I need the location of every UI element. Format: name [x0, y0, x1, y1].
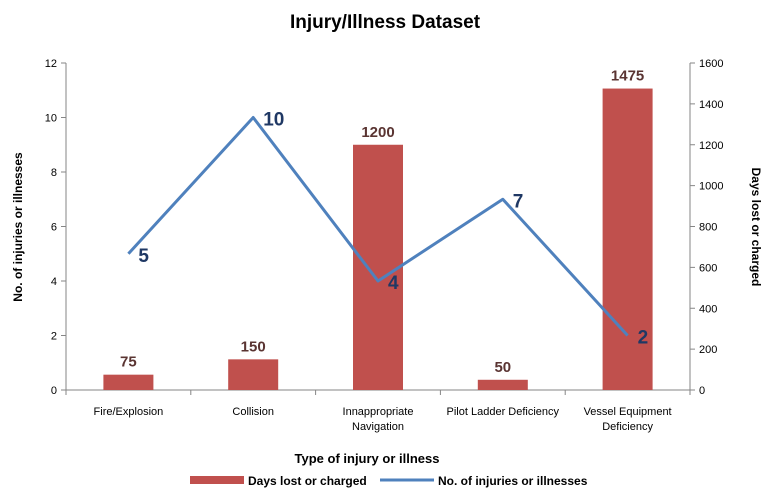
y-left-tick-label: 4 — [51, 276, 57, 288]
bar-data-label: 75 — [120, 354, 137, 371]
bar-data-label: 50 — [494, 359, 511, 376]
y-left-tick-label: 0 — [51, 385, 57, 397]
legend: Days lost or charged No. of injuries or … — [190, 474, 588, 488]
x-tick-label: Navigation — [352, 421, 404, 433]
line-data-label: 7 — [513, 191, 524, 212]
bar — [353, 144, 403, 390]
bar — [477, 379, 528, 390]
bar — [103, 374, 154, 390]
x-tick-label: Innappropriate — [343, 406, 414, 418]
y-right-tick-label: 1600 — [699, 58, 723, 70]
chart-title: Injury/Illness Dataset — [290, 12, 481, 33]
x-tick-label: Collision — [232, 406, 274, 418]
y-right-tick-label: 600 — [699, 262, 717, 274]
bar — [602, 88, 653, 390]
y-right-tick-label: 1400 — [699, 99, 723, 111]
y-left-tick-label: 6 — [51, 222, 57, 234]
line-data-label: 10 — [263, 110, 284, 131]
y-left-tick-label: 8 — [51, 167, 57, 179]
x-tick-label: Vessel Equipment — [584, 406, 672, 418]
bar-data-label: 150 — [241, 338, 266, 355]
y-left-tick-label: 12 — [45, 58, 57, 70]
y-left-tick-label: 2 — [51, 331, 57, 343]
x-axis-title: Type of injury or illness — [295, 451, 440, 466]
legend-line-label: No. of injuries or illnesses — [438, 474, 588, 488]
x-tick-label: Deficiency — [602, 421, 653, 433]
line-data-label: 5 — [138, 246, 149, 267]
bar-data-label: 1475 — [611, 68, 644, 85]
bar — [228, 359, 279, 390]
y-right-tick-label: 200 — [699, 344, 717, 356]
y-right-tick-label: 0 — [699, 385, 705, 397]
legend-bar-label: Days lost or charged — [248, 474, 367, 488]
bar-data-label: 1200 — [361, 124, 394, 141]
x-tick-label: Fire/Explosion — [94, 406, 164, 418]
y-axis-left-title: No. of injuries or illnesses — [11, 152, 25, 302]
y-left-tick-label: 10 — [45, 113, 57, 125]
y-right-tick-label: 1000 — [699, 181, 723, 193]
y-axis-right-title: Days lost or charged — [749, 168, 763, 287]
y-right-tick-label: 1200 — [699, 140, 723, 152]
x-tick-label: Pilot Ladder Deficiency — [447, 406, 560, 418]
legend-bar-swatch — [190, 476, 244, 484]
line-data-label: 2 — [638, 328, 649, 349]
line-series — [127, 116, 629, 337]
line-data-label: 4 — [388, 273, 399, 294]
y-right-tick-label: 400 — [699, 303, 717, 315]
y-right-tick-label: 800 — [699, 222, 717, 234]
